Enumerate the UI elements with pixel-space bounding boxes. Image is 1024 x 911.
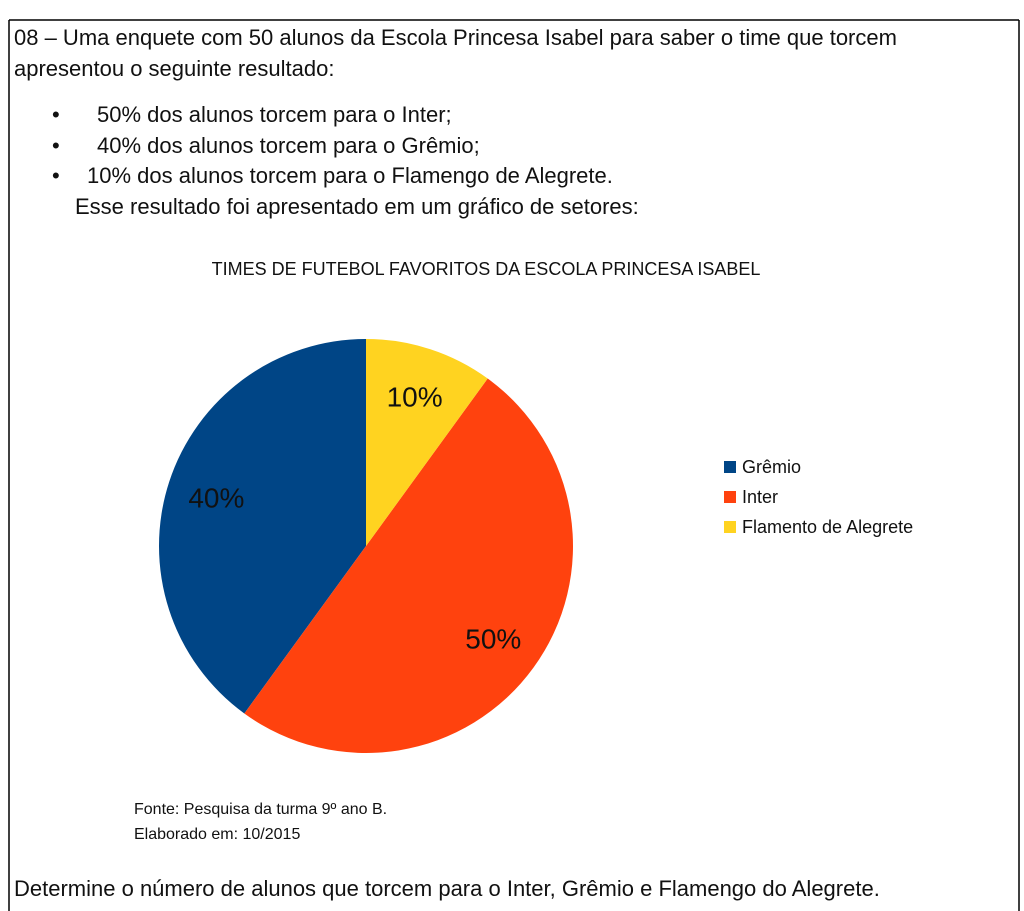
bullet: • — [52, 163, 60, 188]
intro-line: apresentou o seguinte resultado: — [14, 56, 334, 81]
source: Fonte: Pesquisa da turma 9º ano B. — [134, 801, 387, 818]
pie: 40% 50% 10% Grêmio Inter Flamento de Alegrete — [159, 339, 913, 753]
bullet: • — [52, 133, 60, 158]
legend-swatch — [724, 461, 736, 473]
pie-slice — [366, 339, 488, 546]
value-label: 10% — [387, 381, 443, 412]
bullet-text: 50% dos alunos torcem para o Inter; — [97, 102, 452, 127]
legend-label: Inter — [742, 487, 778, 507]
bullet-text: 40% dos alunos torcem para o Grêmio; — [97, 133, 480, 158]
bullet: • — [52, 102, 60, 127]
pie-slice — [159, 339, 366, 714]
legend-label: Flamento de Alegrete — [742, 517, 913, 537]
lead: Esse resultado foi apresentado em um grá… — [75, 194, 639, 219]
source: Elaborado em: 10/2015 — [134, 826, 300, 843]
value-label: 50% — [465, 623, 521, 654]
legend-label: Grêmio — [742, 457, 801, 477]
intro-line: 08 – Uma enquete com 50 alunos da Escola… — [14, 25, 897, 50]
bullet-text: 10% dos alunos torcem para o Flamengo de… — [87, 163, 613, 188]
value-label: 40% — [188, 482, 244, 513]
legend-swatch — [724, 521, 736, 533]
legend-swatch — [724, 491, 736, 503]
prompt: Determine o número de alunos que torcem … — [14, 876, 880, 901]
pie-slice — [244, 378, 574, 753]
chart-title: TIMES DE FUTEBOL FAVORITOS DA ESCOLA PRI… — [212, 259, 761, 279]
